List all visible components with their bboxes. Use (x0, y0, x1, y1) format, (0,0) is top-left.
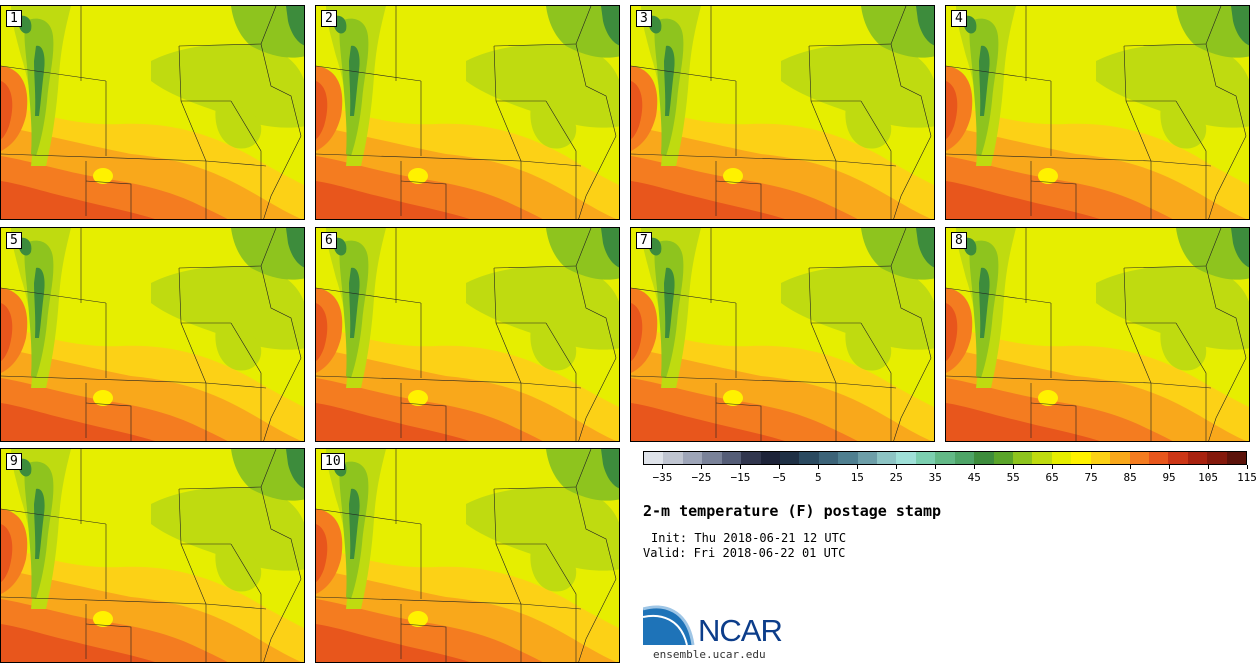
colorbar-tick-label: −25 (681, 465, 721, 484)
colorbar-segment (644, 452, 664, 464)
colorbar-segment (877, 452, 897, 464)
colorbar-tick-label: 65 (1032, 465, 1072, 484)
member-number: 7 (636, 232, 652, 249)
colorbar-tick-label: 85 (1110, 465, 1150, 484)
member-number: 3 (636, 10, 652, 27)
member-panel-9: 9 (0, 448, 305, 663)
colorbar-tick-label: 105 (1188, 465, 1228, 484)
temperature-map (316, 6, 619, 219)
colorbar-tick-label: −5 (759, 465, 799, 484)
colorbar-segment (915, 452, 936, 464)
init-time: Init: Thu 2018-06-21 12 UTC (651, 531, 847, 545)
colorbar (643, 451, 1247, 465)
member-number: 1 (6, 10, 22, 27)
ncar-logo-text: NCAR (698, 613, 783, 648)
member-panel-5: 5 (0, 227, 305, 442)
colorbar-segment (857, 452, 878, 464)
colorbar-segment (1013, 452, 1033, 464)
colorbar-tick-label: −15 (720, 465, 760, 484)
member-number: 4 (951, 10, 967, 27)
chart-title: 2-m temperature (F) postage stamp (643, 502, 942, 520)
temperature-map (946, 6, 1249, 219)
colorbar-tick-label: 25 (876, 465, 916, 484)
member-panel-7: 7 (630, 227, 935, 442)
colorbar-tick-label: −35 (642, 465, 682, 484)
temperature-map (631, 6, 934, 219)
colorbar-segment (1168, 452, 1188, 464)
colorbar-segment (779, 452, 800, 464)
member-number: 5 (6, 232, 22, 249)
colorbar-segment (1187, 452, 1208, 464)
member-panel-2: 2 (315, 5, 620, 220)
temperature-map (316, 228, 619, 441)
colorbar-segment (896, 452, 916, 464)
member-panel-4: 4 (945, 5, 1250, 220)
member-number: 6 (321, 232, 337, 249)
ncar-logo-icon (643, 605, 695, 646)
member-number: 2 (321, 10, 337, 27)
colorbar-tick-label: 115 (1227, 465, 1260, 484)
colorbar-segment (1207, 452, 1227, 464)
member-panel-1: 1 (0, 5, 305, 220)
temperature-map (316, 449, 619, 662)
colorbar-segment (838, 452, 858, 464)
colorbar-segment (974, 452, 994, 464)
colorbar-tick-label: 75 (1071, 465, 1111, 484)
colorbar-segment (1226, 452, 1247, 464)
colorbar-tick-label: 45 (954, 465, 994, 484)
colorbar-segment (1051, 452, 1072, 464)
member-number: 9 (6, 453, 22, 470)
colorbar-segment (799, 452, 819, 464)
colorbar-segment (682, 452, 703, 464)
temperature-map (1, 6, 304, 219)
temperature-map (946, 228, 1249, 441)
member-panel-6: 6 (315, 227, 620, 442)
colorbar-segment (721, 452, 742, 464)
colorbar-segment (1071, 452, 1091, 464)
colorbar-segment (1032, 452, 1052, 464)
colorbar-tick-label: 15 (837, 465, 877, 484)
colorbar-segment (760, 452, 780, 464)
temperature-map (1, 228, 304, 441)
temperature-map (631, 228, 934, 441)
colorbar-segment (935, 452, 955, 464)
colorbar-segment (663, 452, 683, 464)
member-panel-3: 3 (630, 5, 935, 220)
colorbar-segment (702, 452, 722, 464)
colorbar-segment (993, 452, 1014, 464)
colorbar-tick-label: 55 (993, 465, 1033, 484)
site-url: ensemble.ucar.edu (653, 648, 766, 661)
colorbar-tick-label: 95 (1149, 465, 1189, 484)
colorbar-segment (818, 452, 839, 464)
colorbar-ticks: −35 −25 −15 −5 5 15 25 35 45 55 65 75 85 95 105 115 (642, 465, 1257, 485)
colorbar-tick-label: 5 (798, 465, 838, 484)
colorbar-segment (741, 452, 761, 464)
colorbar-segment (954, 452, 975, 464)
member-panel-10: 10 (315, 448, 620, 663)
temperature-map (1, 449, 304, 662)
member-number: 10 (321, 453, 345, 470)
member-panel-8: 8 (945, 227, 1250, 442)
colorbar-segment (1148, 452, 1169, 464)
colorbar-segment (1129, 452, 1149, 464)
valid-time: Valid: Fri 2018-06-22 01 UTC (643, 546, 846, 560)
colorbar-segment (1090, 452, 1111, 464)
colorbar-tick-label: 35 (915, 465, 955, 484)
colorbar-segment (1110, 452, 1130, 464)
member-number: 8 (951, 232, 967, 249)
